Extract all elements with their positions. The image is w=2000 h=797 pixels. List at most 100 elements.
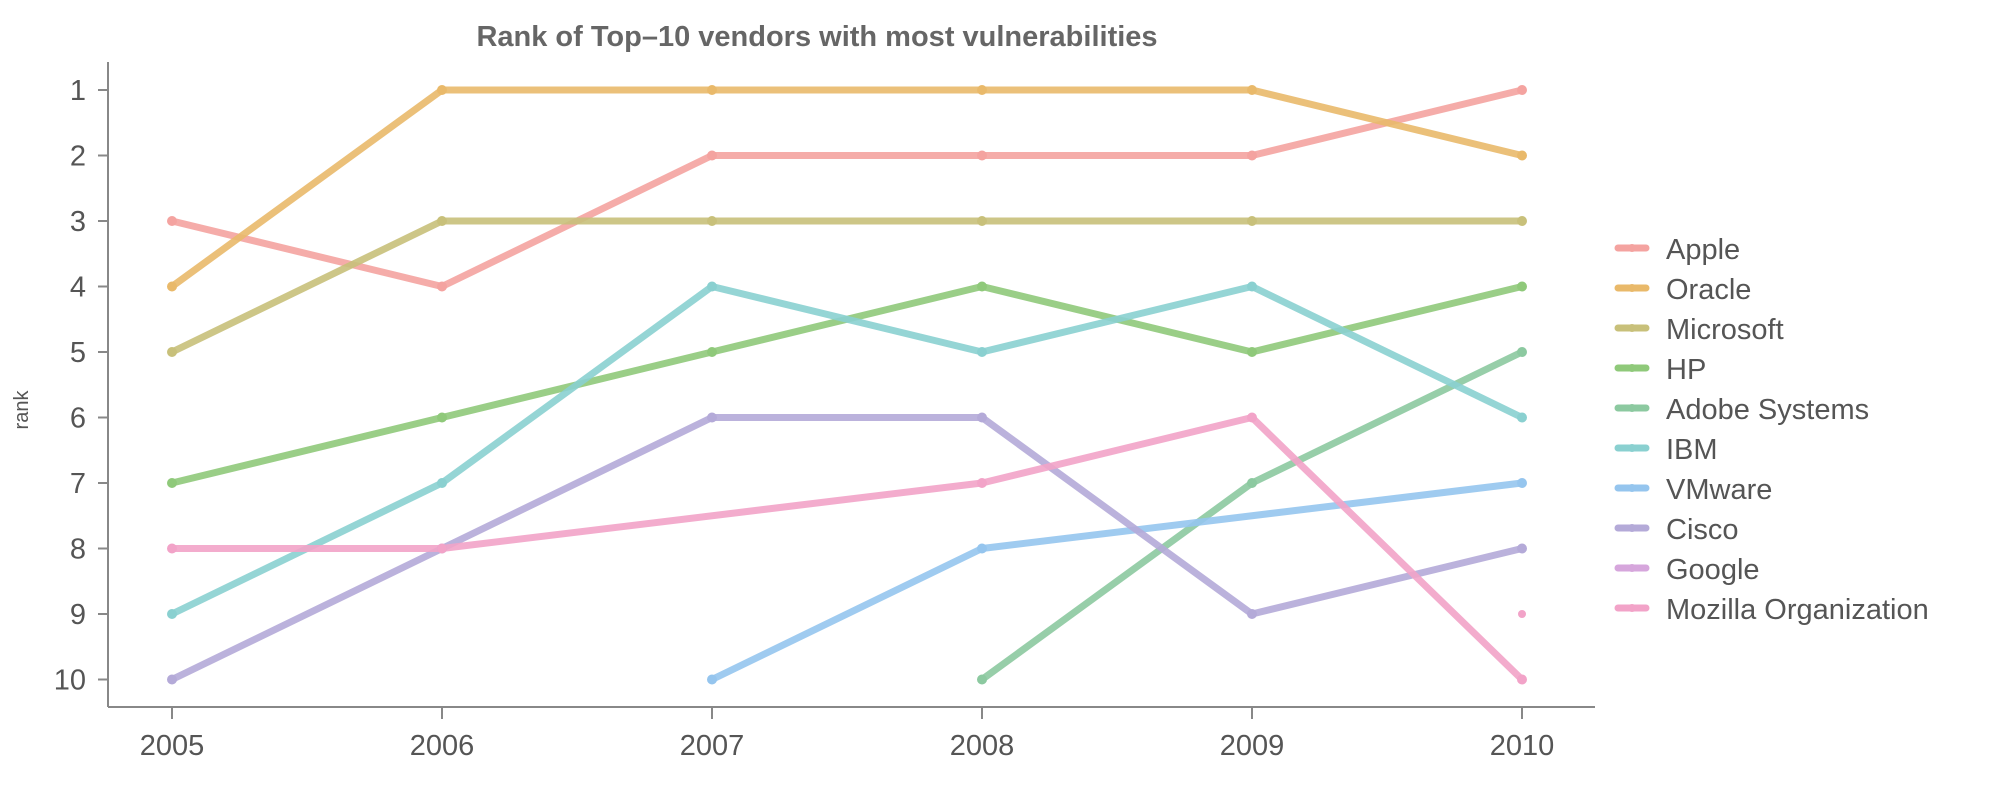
y-tick-label: 4 [70, 272, 86, 304]
data-point-cisco [1247, 609, 1257, 619]
data-point-oracle [1517, 150, 1527, 161]
legend-label: VMware [1666, 474, 1772, 506]
data-point-ibm [1517, 412, 1527, 423]
data-point-oracle [437, 85, 447, 95]
legend-item[interactable]: Cisco [1614, 514, 1739, 546]
legend-item[interactable]: Apple [1614, 234, 1740, 266]
x-tick-label: 2010 [1490, 730, 1555, 762]
legend-item[interactable]: Oracle [1614, 274, 1751, 306]
data-point-cisco [707, 412, 717, 423]
legend-swatch-dot [1628, 604, 1636, 612]
data-point-oracle [977, 85, 987, 95]
data-point-microsoft [1247, 216, 1257, 226]
data-point-vmware [977, 543, 987, 554]
legend-swatch-dot [1628, 484, 1636, 492]
data-point-apple [167, 216, 177, 226]
data-point-oracle [167, 281, 177, 292]
y-axis-label: rank [11, 390, 33, 430]
legend-item[interactable]: HP [1614, 354, 1706, 386]
data-point-hp [167, 478, 177, 488]
data-point-hp [1247, 347, 1257, 357]
data-point-hp [1517, 281, 1527, 292]
legend-swatch-dot [1628, 364, 1636, 372]
y-tick-label: 10 [54, 665, 86, 697]
y-tick-label: 5 [70, 337, 86, 369]
legend-label: HP [1666, 354, 1706, 386]
data-point-vmware [707, 674, 717, 685]
legend-swatch-dot [1628, 524, 1636, 532]
legend-swatch-dot [1628, 284, 1636, 292]
data-point-hp [977, 281, 987, 292]
data-point-adobe-systems [1517, 347, 1527, 357]
legend-swatch-dot [1628, 324, 1636, 332]
legend-label: Microsoft [1666, 314, 1784, 346]
data-point-ibm [167, 609, 177, 619]
data-point-mozilla-organization [167, 543, 177, 554]
series-lines [168, 86, 1526, 683]
data-point-apple [1247, 150, 1257, 161]
x-tick-label: 2005 [140, 730, 205, 762]
legend-label: Oracle [1666, 274, 1751, 306]
series-line-apple [168, 86, 1526, 290]
legend-label: Cisco [1666, 514, 1739, 546]
data-point-ibm [977, 347, 987, 357]
legend-swatch-dot [1628, 404, 1636, 412]
legend-swatch-dot [1628, 244, 1636, 252]
legend-item[interactable]: VMware [1614, 474, 1772, 506]
data-point-apple [707, 150, 717, 161]
data-point-mozilla-organization [977, 478, 987, 488]
chart-title: Rank of Top–10 vendors with most vulnera… [476, 21, 1157, 53]
data-point-adobe-systems [977, 674, 987, 685]
legend-label: Mozilla Organization [1666, 594, 1929, 626]
legend-label: Apple [1666, 234, 1740, 266]
data-point-hp [707, 347, 717, 357]
x-tick-label: 2009 [1220, 730, 1285, 762]
series-line-oracle [168, 86, 1526, 290]
x-tick-label: 2008 [950, 730, 1015, 762]
legend-label: Adobe Systems [1666, 394, 1869, 426]
legend-item[interactable]: Google [1614, 554, 1760, 586]
y-tick-label: 7 [70, 468, 86, 500]
isolated-point [1518, 610, 1526, 618]
data-point-hp [437, 412, 447, 423]
data-point-microsoft [437, 216, 447, 226]
y-tick-label: 1 [70, 75, 86, 107]
data-point-cisco [167, 674, 177, 685]
data-point-mozilla-organization [1517, 674, 1527, 685]
legend-label: IBM [1666, 434, 1718, 466]
series-line-ibm [168, 283, 1526, 618]
y-tick-label: 2 [70, 141, 86, 173]
series-points [167, 85, 1527, 685]
data-point-ibm [437, 478, 447, 488]
data-point-apple [437, 281, 447, 292]
data-point-cisco [977, 412, 987, 423]
legend-swatch-dot [1628, 444, 1636, 452]
data-point-cisco [1517, 543, 1527, 554]
legend-item[interactable]: Adobe Systems [1614, 394, 1869, 426]
legend-label: Google [1666, 554, 1760, 586]
y-tick-label: 3 [70, 206, 86, 238]
data-point-mozilla-organization [437, 543, 447, 554]
legend-item[interactable]: Mozilla Organization [1614, 594, 1929, 626]
data-point-adobe-systems [1247, 478, 1257, 488]
data-point-microsoft [977, 216, 987, 226]
data-point-vmware [1517, 478, 1527, 488]
data-point-microsoft [167, 347, 177, 357]
legend-item[interactable]: IBM [1614, 434, 1718, 466]
series-line-microsoft [168, 217, 1526, 356]
series-line-mozilla-organization [168, 414, 1526, 683]
data-point-apple [977, 150, 987, 161]
data-point-apple [1517, 85, 1527, 95]
y-tick-label: 9 [70, 599, 86, 631]
data-point-oracle [1247, 85, 1257, 95]
legend-swatch-dot [1628, 564, 1636, 572]
data-point-microsoft [707, 216, 717, 226]
x-tick-label: 2007 [680, 730, 745, 762]
y-tick-label: 8 [70, 534, 86, 566]
series-line-cisco [168, 414, 1526, 683]
data-point-oracle [707, 85, 717, 95]
y-tick-label: 6 [70, 403, 86, 435]
legend-item[interactable]: Microsoft [1614, 314, 1784, 346]
